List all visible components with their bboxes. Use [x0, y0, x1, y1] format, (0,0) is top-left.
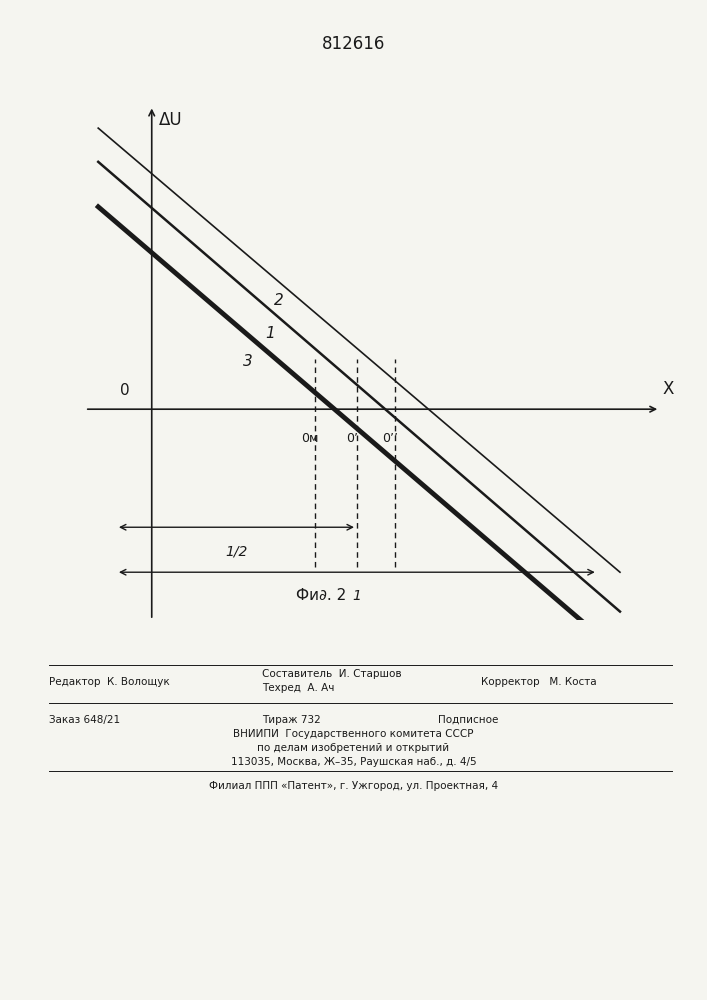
- Text: Составитель  И. Старшов: Составитель И. Старшов: [262, 669, 401, 679]
- Text: ΔU: ΔU: [158, 111, 182, 129]
- Text: по делам изобретений и открытий: по делам изобретений и открытий: [257, 743, 450, 753]
- Text: Подписное: Подписное: [438, 715, 498, 725]
- Text: 812616: 812616: [322, 35, 385, 53]
- Text: Корректор   М. Коста: Корректор М. Коста: [481, 677, 597, 687]
- Text: Заказ 648/21: Заказ 648/21: [49, 715, 121, 725]
- Text: 0’’: 0’’: [382, 432, 398, 445]
- Text: 1: 1: [265, 326, 275, 341]
- Text: X: X: [662, 380, 674, 398]
- Text: Редактор  К. Волощук: Редактор К. Волощук: [49, 677, 170, 687]
- Text: ВНИИПИ  Государственного комитета СССР: ВНИИПИ Государственного комитета СССР: [233, 729, 474, 739]
- Text: 3: 3: [243, 354, 252, 369]
- Text: 1/2: 1/2: [226, 544, 247, 558]
- Text: 0’: 0’: [346, 432, 358, 445]
- Text: 2: 2: [274, 293, 284, 308]
- Text: 0: 0: [119, 383, 129, 398]
- Text: 1: 1: [352, 589, 361, 603]
- Text: Тираж 732: Тираж 732: [262, 715, 320, 725]
- Text: 0ᴍ: 0ᴍ: [301, 432, 319, 445]
- Text: Филиал ППП «Патент», г. Ужгород, ул. Проектная, 4: Филиал ППП «Патент», г. Ужгород, ул. Про…: [209, 781, 498, 791]
- Text: Техред  А. Ач: Техред А. Ач: [262, 683, 334, 693]
- Text: 113035, Москва, Ж–35, Раушская наб., д. 4/5: 113035, Москва, Ж–35, Раушская наб., д. …: [230, 757, 477, 767]
- Text: Фи∂. 2: Фи∂. 2: [296, 588, 346, 603]
